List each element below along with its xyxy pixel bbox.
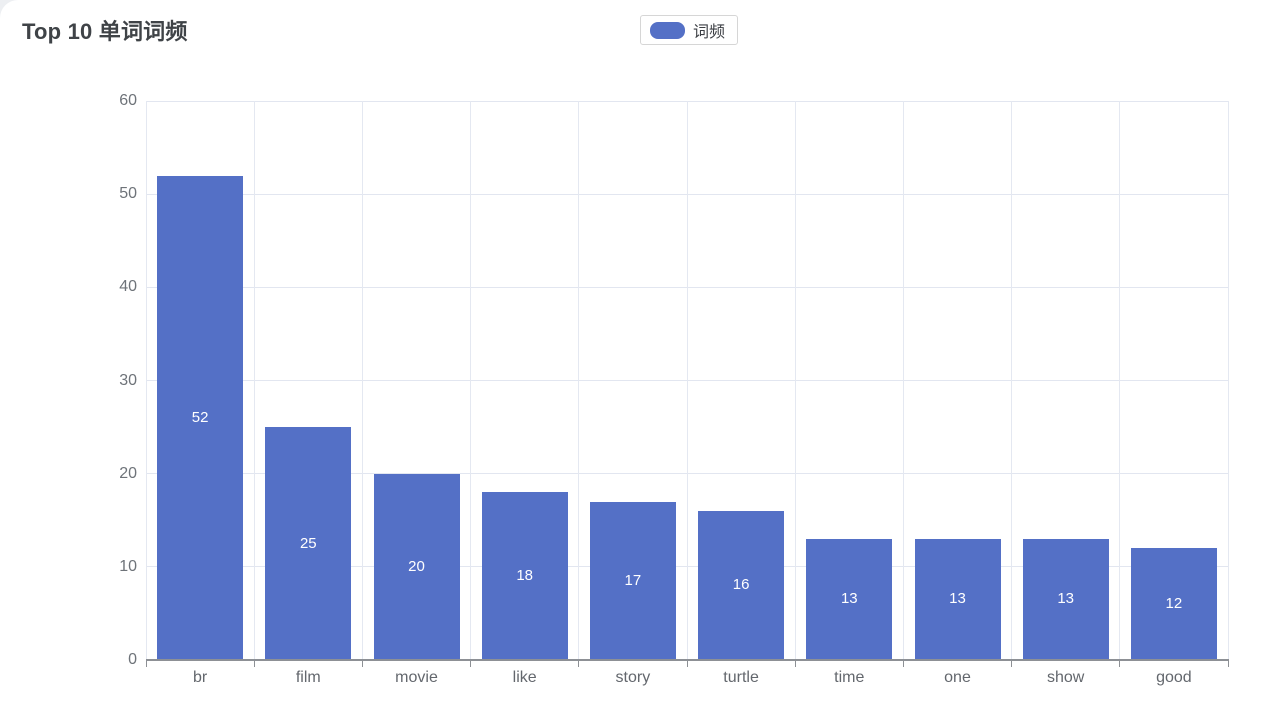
bar-one[interactable] (914, 538, 1001, 660)
x-tick-mark (902, 661, 904, 667)
y-tick-label: 20 (119, 464, 137, 482)
gridline-v (1227, 101, 1229, 660)
x-tick-label-story: story (615, 669, 651, 686)
gridline-v (902, 101, 904, 660)
gridline-v (361, 101, 363, 660)
x-tick-mark (578, 661, 580, 667)
y-tick-label: 0 (128, 651, 137, 668)
bar-story[interactable] (589, 501, 676, 660)
x-tick-mark (145, 661, 147, 667)
x-tick-label-br: br (192, 669, 208, 686)
bar-good[interactable] (1130, 548, 1217, 660)
x-tick-mark (361, 661, 363, 667)
x-tick-mark (1119, 661, 1121, 667)
bar-movie[interactable] (373, 473, 460, 660)
gridline-v (470, 101, 472, 660)
y-tick-label: 40 (119, 278, 137, 296)
x-tick-label-turtle: turtle (723, 669, 759, 686)
bar-like[interactable] (481, 492, 568, 660)
bar-time[interactable] (806, 538, 893, 660)
x-tick-label-show: show (1047, 669, 1085, 686)
x-tick-mark (470, 661, 472, 667)
gridline-v (578, 101, 580, 660)
y-tick-label: 30 (119, 371, 137, 389)
bar-show[interactable] (1022, 538, 1109, 660)
gridline-v (686, 101, 688, 660)
x-tick-mark (686, 661, 688, 667)
bar-br[interactable] (157, 175, 244, 660)
gridline-v (794, 101, 796, 660)
x-tick-mark (253, 661, 255, 667)
gridline-v (145, 101, 147, 660)
legend-item-wordfreq[interactable]: 词频 (640, 15, 739, 45)
gridline-v (1119, 101, 1121, 660)
x-tick-mark (794, 661, 796, 667)
x-axis-line (146, 659, 1229, 661)
x-tick-label-movie: movie (395, 669, 438, 686)
chart-title: Top 10 单词词频 (22, 19, 188, 44)
legend-swatch-icon (650, 21, 685, 39)
legend-label: 词频 (693, 24, 726, 41)
x-tick-mark (1011, 661, 1013, 667)
bar-film[interactable] (265, 427, 352, 660)
x-tick-label-time: time (834, 669, 865, 686)
y-tick-label: 10 (119, 557, 137, 575)
y-tick-label: 60 (119, 92, 137, 109)
bar-turtle[interactable] (698, 510, 785, 660)
x-tick-label-film: film (295, 669, 321, 686)
y-tick-label: 50 (119, 185, 137, 203)
x-tick-mark (1227, 661, 1229, 667)
gridline-v (253, 101, 255, 660)
x-tick-label-good: good (1156, 669, 1192, 686)
x-tick-label-like: like (512, 669, 537, 686)
gridline-v (1011, 101, 1013, 660)
x-tick-label-one: one (944, 669, 971, 686)
